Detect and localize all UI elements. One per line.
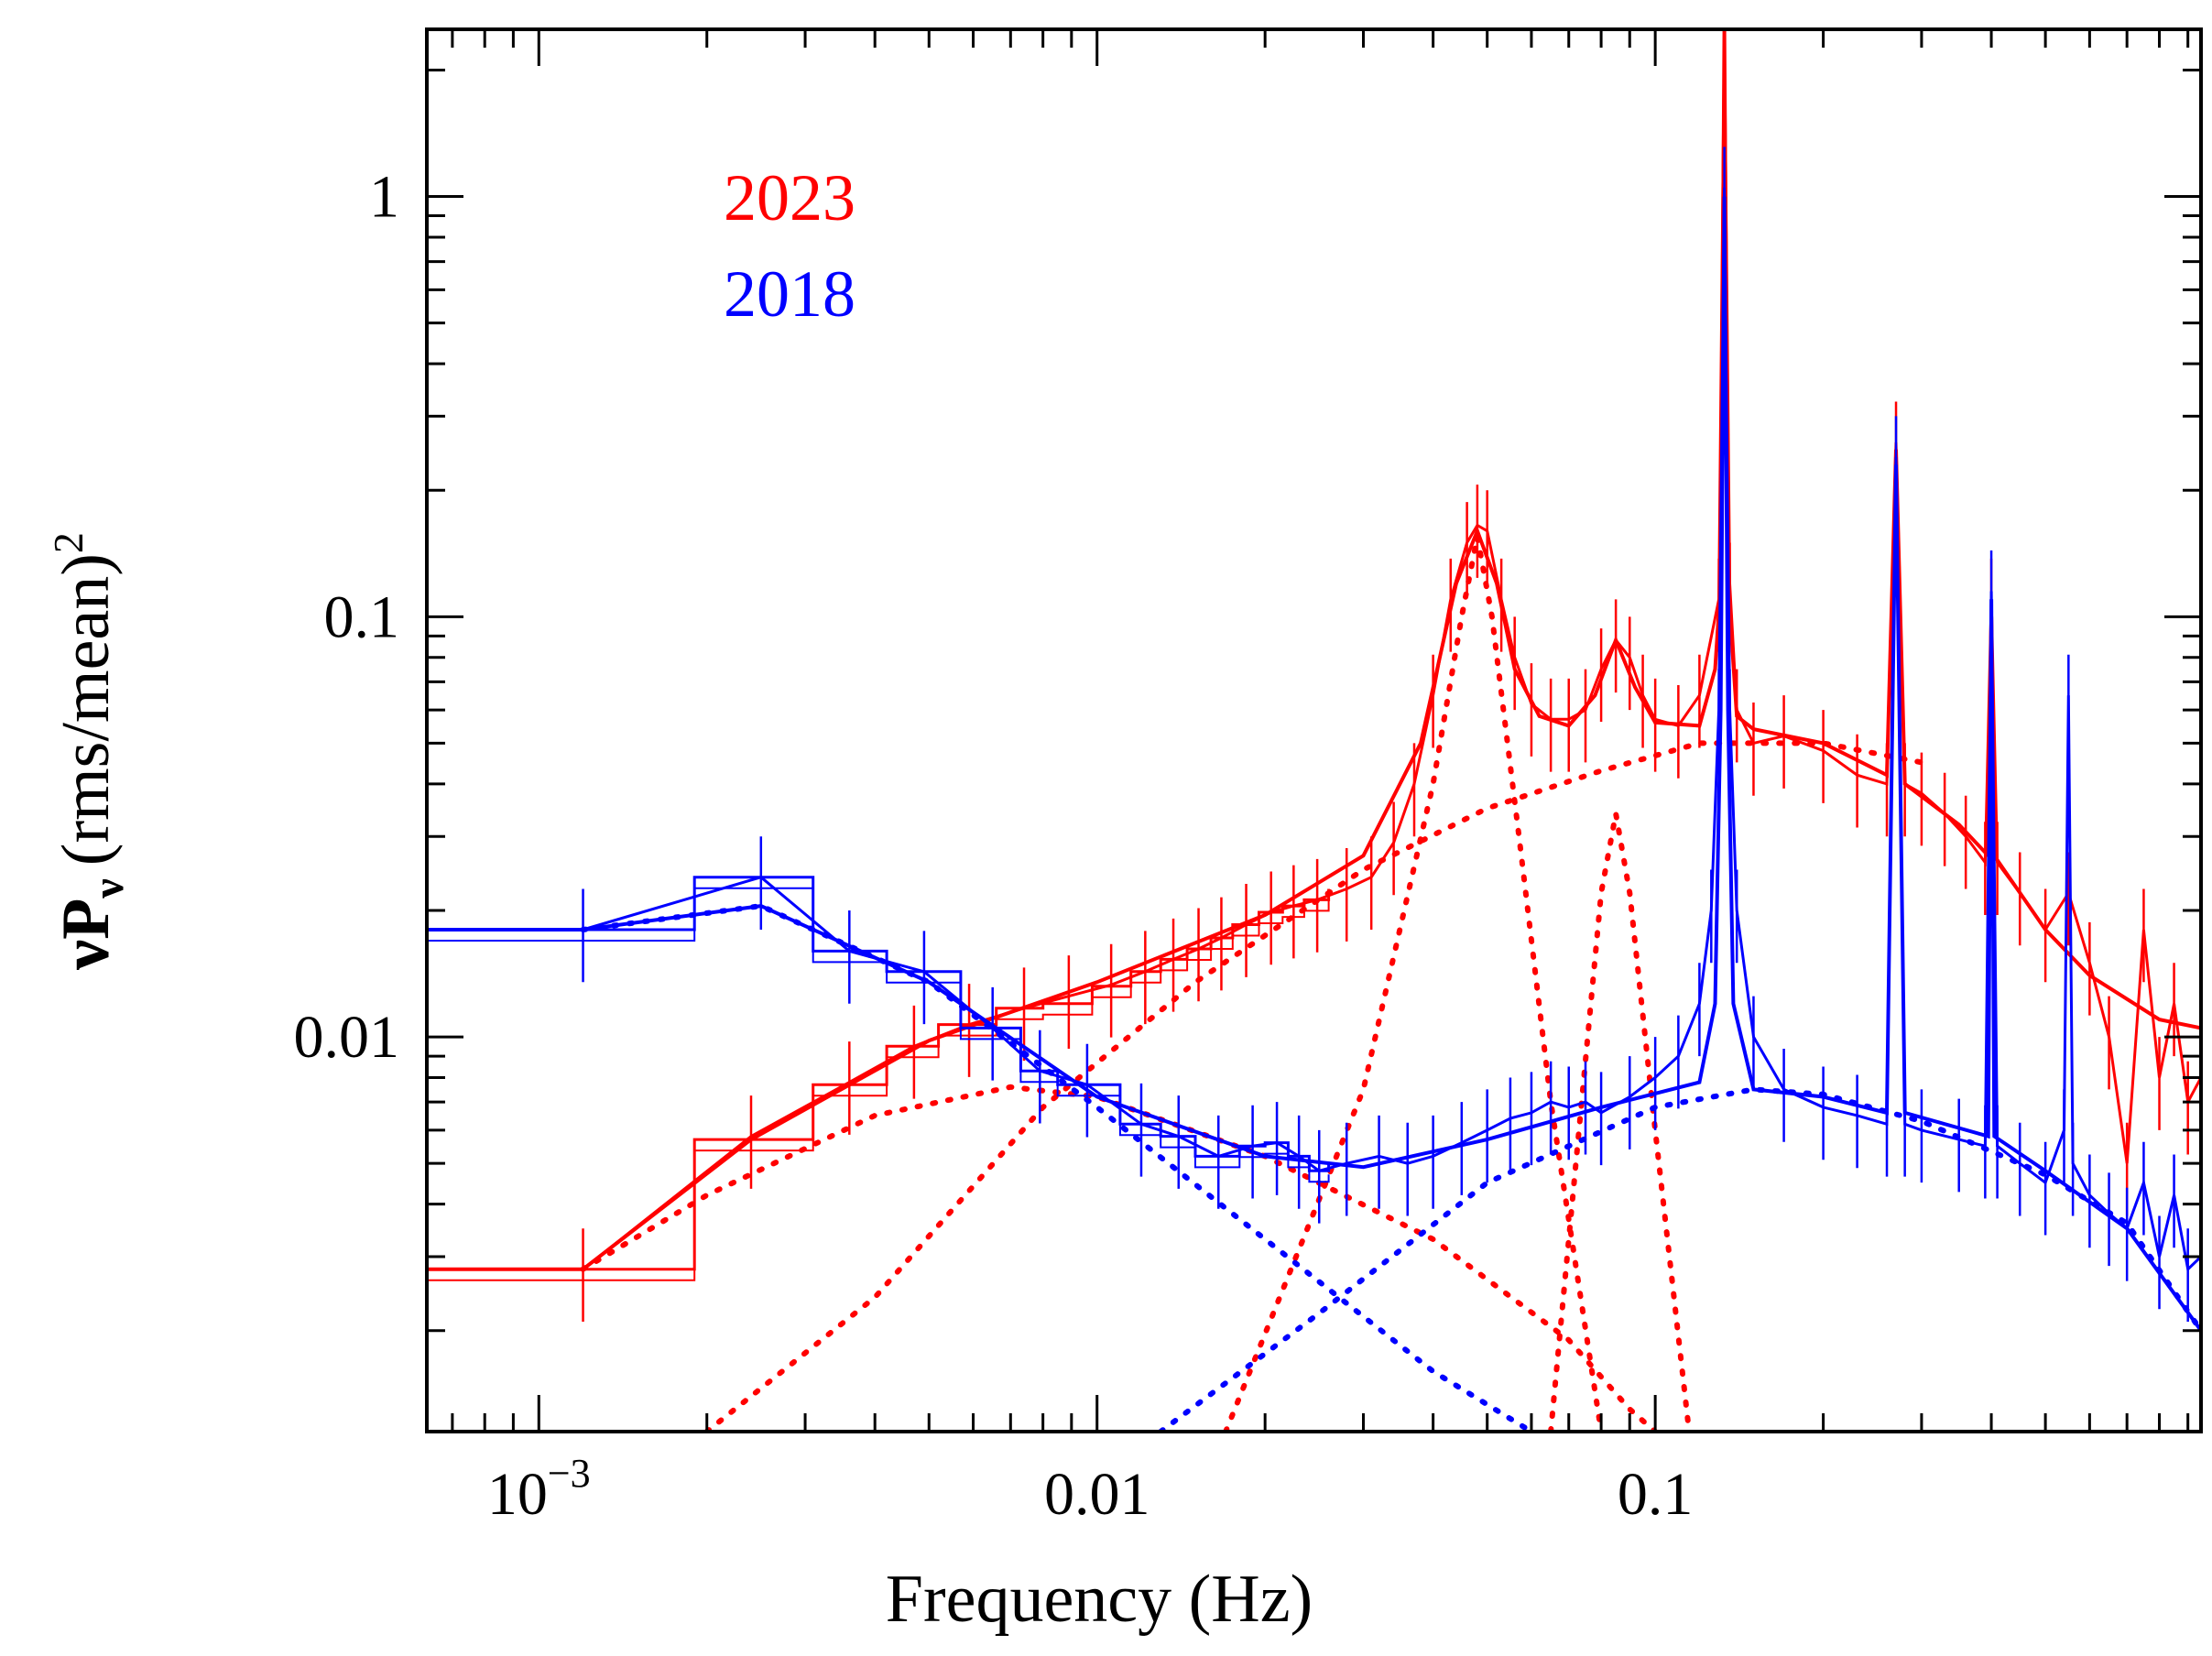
binned-steps-inner-2023 xyxy=(427,899,1330,1281)
y-axis-p: P xyxy=(49,899,124,940)
y-axis-units: (rms/mean) xyxy=(49,553,124,866)
model-component-2023-2 xyxy=(703,740,1924,1432)
model-component-2018-1 xyxy=(580,903,1534,1432)
model-component-2018-2 xyxy=(1158,1086,2201,1432)
x-axis-title: Frequency (Hz) xyxy=(886,1562,1313,1637)
x-tick-label: 0.1 xyxy=(1618,1461,1694,1528)
legend-2018: 2018 xyxy=(724,257,855,331)
y-tick-label: 0.01 xyxy=(294,1004,400,1071)
series-2018 xyxy=(427,147,2201,1432)
y-axis-nu: ν xyxy=(49,940,124,971)
y-tick-label: 1 xyxy=(369,164,399,231)
binned-steps-inner-2018 xyxy=(427,887,1330,1183)
plot-frame xyxy=(425,27,2203,1433)
model-total-2023 xyxy=(427,29,2201,1271)
plot-area xyxy=(427,29,2201,1432)
model-component-2023-3 xyxy=(1223,536,1605,1432)
model-component-2023-1 xyxy=(580,1084,1659,1432)
x-tick-label: 10−3 xyxy=(487,1451,591,1528)
y-tick-label: 0.1 xyxy=(324,583,400,650)
legend-2023: 2023 xyxy=(724,161,855,234)
y-axis-units-exponent: 2 xyxy=(45,532,92,553)
binned-steps-2018 xyxy=(427,876,1331,1172)
series-2023 xyxy=(427,29,2201,1432)
y-axis-p-subscript: ν xyxy=(84,878,133,899)
model-total-2018 xyxy=(427,196,2201,1332)
axis-ticks xyxy=(427,29,2201,1432)
tick-labels: 10−3 0.01 0.1 0.01 0.1 1 xyxy=(294,164,1694,1528)
binned-steps-2023 xyxy=(427,888,1331,1271)
data-trace-2018 xyxy=(583,187,2201,1272)
x-tick-label: 0.01 xyxy=(1044,1461,1150,1528)
model-component-2023-4 xyxy=(1548,812,1693,1432)
y-axis-title: νPν (rms/mean)2 xyxy=(45,532,133,971)
